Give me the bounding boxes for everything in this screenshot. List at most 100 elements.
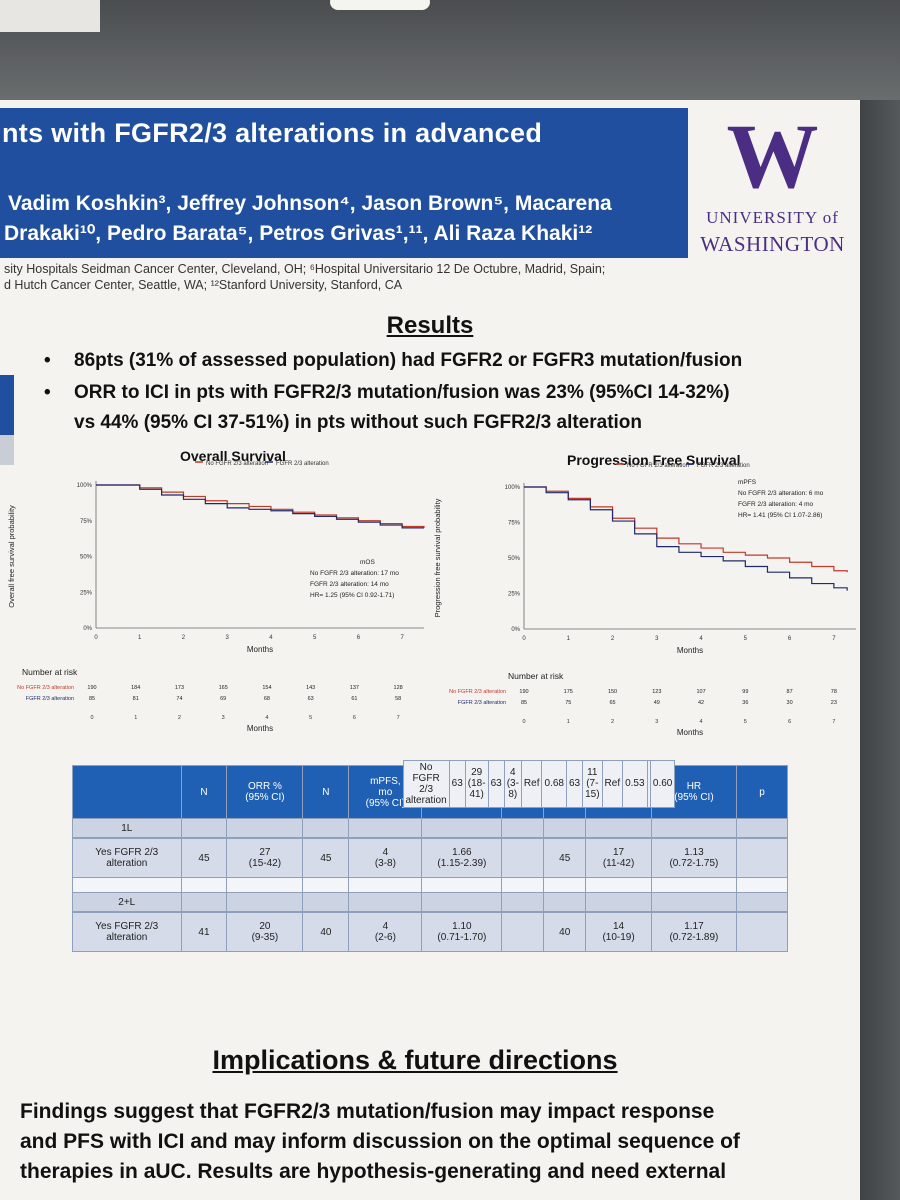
os-legend-label-0: No FGFR 2/3 alteration [206, 461, 268, 467]
os-risk-value-0-3: 165 [219, 685, 228, 691]
table-cell: 14 (10-19) [585, 912, 652, 952]
table-cell [650, 892, 738, 912]
os-risk-value-1-4: 68 [264, 696, 270, 702]
table-cell: 17 (11-42) [585, 838, 652, 878]
pfs-series-1 [524, 486, 848, 591]
table-cell: 63 [565, 759, 584, 808]
os-risk-value-1-5: 63 [308, 696, 314, 702]
table-cell [421, 877, 503, 893]
uw-logo-letter: W [726, 105, 819, 207]
os-x-label: Months [247, 645, 273, 654]
table-cell: Yes FGFR 2/3 alteration [72, 838, 182, 878]
os-risk-tick-6: 6 [353, 715, 356, 721]
os-risk-value-1-3: 69 [220, 696, 226, 702]
table-cell: 0.53 [622, 759, 648, 808]
table-cell: 0.68 [541, 759, 567, 808]
pfs-risk-value-1-1: 75 [565, 700, 571, 706]
pfs-y-tick-2: 50% [508, 556, 521, 562]
table-cell [226, 877, 304, 893]
pfs-y-label: Progression free survival probability [433, 498, 442, 617]
uw-logo-line1: UNIVERSITY of [706, 208, 839, 227]
pfs-y-tick-1: 25% [508, 592, 521, 598]
pfs-risk-tick-6: 6 [788, 719, 791, 725]
pfs-x-tick-5: 5 [744, 636, 748, 642]
table-cell [585, 892, 652, 912]
pfs-risk-value-1-5: 36 [742, 700, 748, 706]
os-risk-tick-1: 1 [134, 715, 137, 721]
table-cell [501, 838, 545, 878]
table-cell [226, 892, 304, 912]
os-risk-tick-0: 0 [90, 715, 93, 721]
pfs-risk-value-0-2: 150 [608, 689, 617, 695]
table-cell [543, 818, 587, 838]
results-table-header-cell: p [736, 765, 788, 819]
poster: nts with FGFR2/3 alterations in advanced… [0, 100, 860, 1200]
table-cell [180, 877, 228, 893]
pfs-risk-value-1-0: 85 [521, 700, 527, 706]
left-panel-edge [0, 375, 14, 435]
os-x-tick-2: 2 [182, 635, 186, 641]
os-annotation-2: FGFR 2/3 alteration: 14 mo [310, 581, 389, 588]
pfs-risk-value-0-1: 175 [564, 689, 573, 695]
pfs-x-tick-2: 2 [611, 636, 615, 642]
table-cell [348, 892, 423, 912]
pfs-risk-value-0-3: 123 [652, 689, 661, 695]
table-row: Yes FGFR 2/3 alteration 41 20 (9-35) 40 4 (2… [72, 912, 788, 952]
results-bullet-1: • 86pts (31% of assessed population) had … [44, 350, 743, 371]
table-cell: 0.60 [649, 759, 676, 808]
table-cell: 63 [448, 759, 466, 808]
affiliations-line-2: d Hutch Cancer Center, Seattle, WA; ¹²St… [4, 278, 403, 292]
table-cell [226, 818, 304, 838]
pfs-x-tick-6: 6 [788, 636, 792, 642]
pfs-series-0 [524, 486, 848, 573]
table-cell [501, 877, 545, 893]
os-risk-value-0-0: 190 [87, 685, 96, 691]
table-cell: 41 [180, 912, 228, 952]
table-row: Yes FGFR 2/3 alteration 45 27 (15-42) 45 4 (… [72, 838, 788, 878]
table-cell [543, 877, 587, 893]
table-cell [736, 892, 788, 912]
os-x-tick-0: 0 [94, 635, 98, 641]
table-cell: 1L [72, 818, 182, 838]
table-row: 1L [72, 818, 788, 838]
os-y-tick-1: 25% [80, 590, 93, 596]
os-y-tick-4: 100% [77, 483, 93, 489]
table-cell: 63 [487, 759, 505, 808]
implications-line-3: therapies in aUC. Results are hypothesis… [20, 1160, 727, 1183]
os-series-0 [96, 484, 425, 528]
adjacent-poster-edge [858, 100, 900, 1200]
os-x-tick-7: 7 [400, 635, 404, 641]
table-cell: No FGFR 2/3 alteration [402, 759, 450, 808]
pfs-risk-tick-1: 1 [567, 719, 570, 725]
poster-title: nts with FGFR2/3 alterations in advanced [2, 118, 543, 148]
pfs-risk-tick-7: 7 [832, 719, 835, 725]
implications-line-1: Findings suggest that FGFR2/3 mutation/f… [20, 1100, 715, 1123]
title-banner: nts with FGFR2/3 alterations in advanced… [0, 108, 688, 258]
table-cell [421, 892, 503, 912]
pfs-risk-x-label: Months [677, 728, 703, 737]
table-cell: 1.10 (0.71-1.70) [421, 912, 503, 952]
os-annotation-1: No FGFR 2/3 alteration: 17 mo [310, 570, 399, 577]
pfs-x-tick-4: 4 [699, 636, 703, 642]
os-risk-value-0-2: 173 [175, 685, 184, 691]
pfs-risk-heading: Number at risk [508, 671, 564, 681]
table-cell [501, 818, 545, 838]
os-risk-tick-2: 2 [178, 715, 181, 721]
pfs-risk-value-1-3: 49 [654, 700, 660, 706]
results-table-header-cell: ORR % (95% CI) [226, 765, 304, 819]
table-cell: 40 [302, 912, 350, 952]
os-risk-heading: Number at risk [22, 667, 78, 677]
pfs-risk-row-label-1: FGFR 2/3 alteration [458, 700, 506, 706]
table-cell [180, 892, 228, 912]
implications-line-2: and PFS with ICI and may inform discussi… [20, 1130, 740, 1153]
pfs-risk-tick-5: 5 [744, 719, 747, 725]
table-cell [72, 877, 182, 893]
table-cell [736, 912, 788, 952]
table-cell: 40 [543, 912, 587, 952]
table-cell: Ref [601, 759, 624, 808]
results-table-header-cell [72, 765, 182, 819]
os-risk-value-0-4: 154 [262, 685, 271, 691]
pfs-risk-value-1-4: 42 [698, 700, 704, 706]
table-cell [421, 818, 503, 838]
